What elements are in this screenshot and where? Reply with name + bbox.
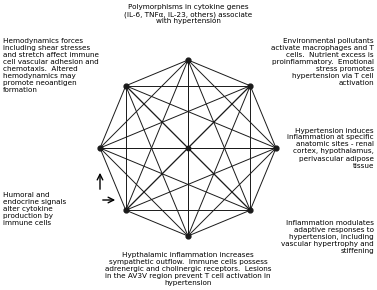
Point <box>185 58 191 62</box>
Point <box>123 84 129 88</box>
Point <box>247 208 253 213</box>
Point <box>273 146 279 150</box>
Text: Hypthalamic inflammation increases
sympathetic outflow.  Immune cells possess
ad: Hypthalamic inflammation increases sympa… <box>105 252 271 286</box>
Point <box>185 234 191 238</box>
Text: Environmental pollutants
activate macrophages and T
cells.  Nutrient excess is
p: Environmental pollutants activate macrop… <box>271 38 374 86</box>
Text: Humoral and
endocrine signals
alter cytokine
production by
immune cells: Humoral and endocrine signals alter cyto… <box>3 192 66 226</box>
Text: Polymorphisms in cytokine genes
(IL-6, TNFα, IL-23, others) associate
with hyper: Polymorphisms in cytokine genes (IL-6, T… <box>124 4 252 24</box>
Point <box>247 84 253 88</box>
Point <box>97 146 103 150</box>
Point <box>185 146 191 150</box>
Text: Hypertension induces
inflammation at specific
anatomic sites - renal
cortex, hyp: Hypertension induces inflammation at spe… <box>287 128 374 168</box>
Text: Inflammation modulates
adaptive responses to
hypertension, including
vascular hy: Inflammation modulates adaptive response… <box>281 220 374 254</box>
Text: Hemodynamics forces
including shear stresses
and stretch affect immune
cell vasc: Hemodynamics forces including shear stre… <box>3 38 99 93</box>
Point <box>123 208 129 213</box>
